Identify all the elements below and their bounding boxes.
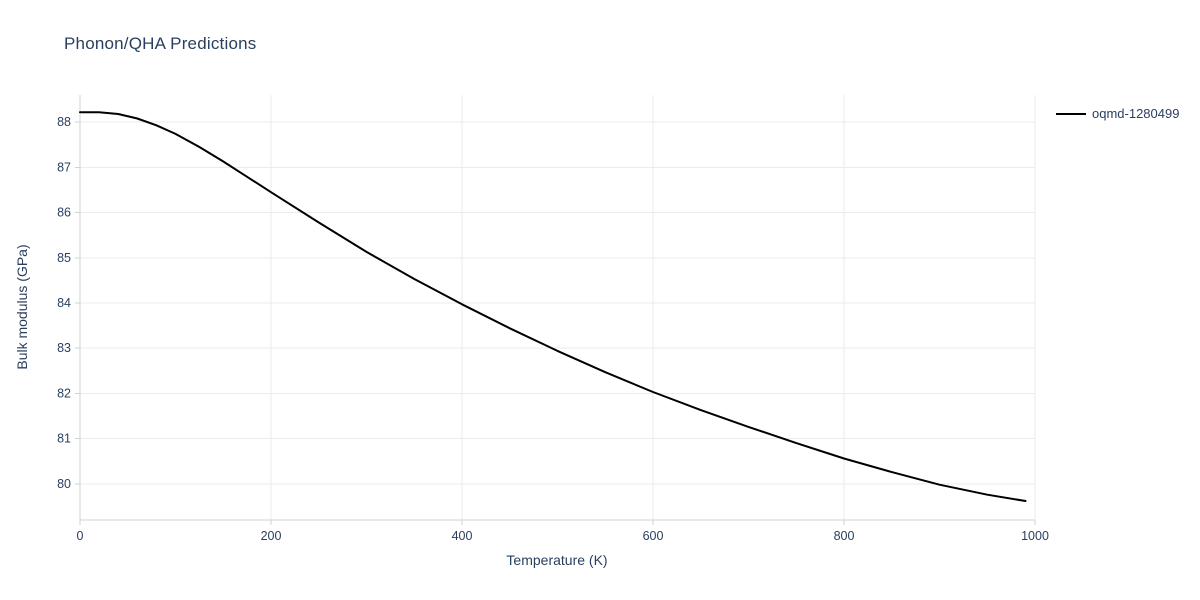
y-tick-label: 80 xyxy=(57,477,71,491)
chart-title: Phonon/QHA Predictions xyxy=(64,34,257,53)
y-tick-label: 84 xyxy=(57,296,71,310)
y-tick-label: 87 xyxy=(57,160,71,174)
x-tick-label: 800 xyxy=(834,529,855,543)
x-tick-label: 1000 xyxy=(1021,529,1049,543)
axes: 0 200 400 600 800 1000 80 81 82 83 84 85 86 87 88 xyxy=(57,95,1049,543)
grid-lines xyxy=(79,95,1036,520)
y-tick-label: 81 xyxy=(57,432,71,446)
y-axis-title: Bulk modulus (GPa) xyxy=(14,244,30,369)
series-layer xyxy=(79,111,1027,502)
y-tick-label: 85 xyxy=(57,251,71,265)
y-tick-label: 88 xyxy=(57,115,71,129)
y-tick-label: 86 xyxy=(57,206,71,220)
legend-label[interactable]: oqmd-1280499 xyxy=(1092,106,1179,121)
series-line xyxy=(79,111,1027,502)
legend[interactable]: oqmd-1280499 xyxy=(1056,106,1179,121)
plot-area[interactable] xyxy=(80,95,1035,520)
x-tick-label: 400 xyxy=(452,529,473,543)
x-tick-label: 200 xyxy=(261,529,282,543)
axis-titles: Temperature (K) Bulk modulus (GPa) xyxy=(14,244,608,568)
x-tick-label: 0 xyxy=(77,529,84,543)
y-tick-label: 82 xyxy=(57,386,71,400)
x-tick-label: 600 xyxy=(643,529,664,543)
y-tick-label: 83 xyxy=(57,341,71,355)
x-axis-title: Temperature (K) xyxy=(506,552,607,568)
